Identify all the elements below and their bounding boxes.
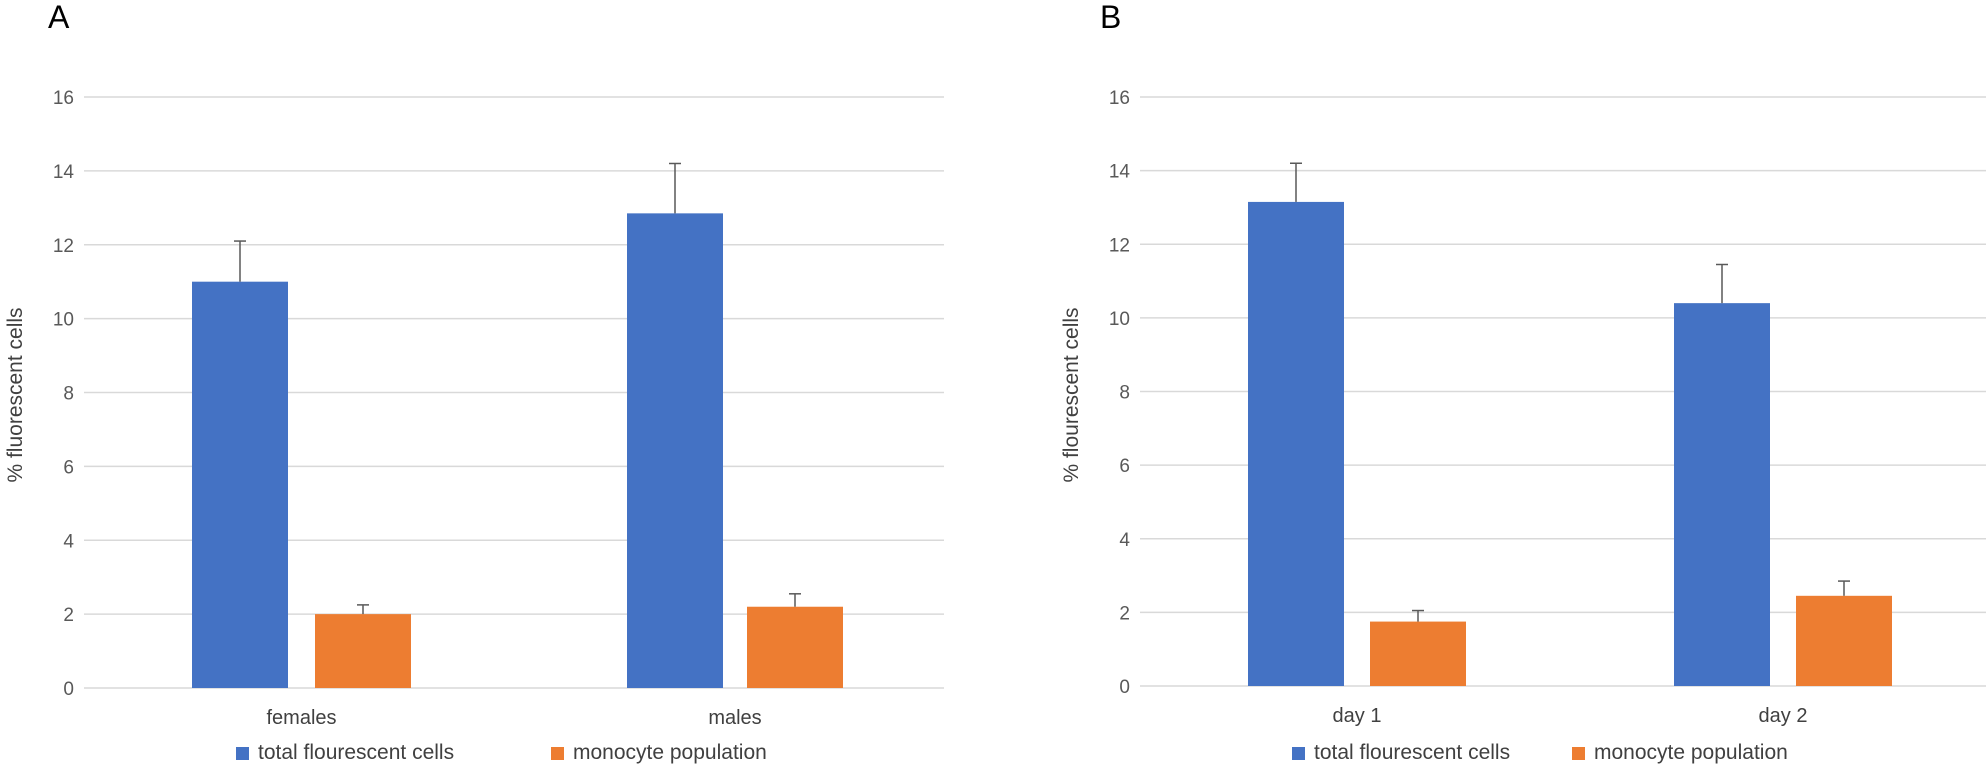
- panel-a-category-label-1: males: [708, 707, 761, 729]
- panel-b-legend-label-total: total flourescent cells: [1314, 741, 1510, 764]
- panel-a-y-tick-label: 4: [63, 531, 74, 552]
- panel-b-y-tick-label: 0: [1119, 677, 1130, 698]
- panel-a-bars: [192, 213, 843, 688]
- panel-b-legend-swatch-total: [1292, 747, 1305, 760]
- panel-a-y-tick-label: 6: [63, 457, 74, 478]
- panel-b-y-tick-label: 16: [1109, 88, 1130, 109]
- panel-a-error-bars: [234, 162, 801, 615]
- panel-a-legend-swatch-monocyte: [551, 747, 564, 760]
- panel-b: B % flourescent cells 0 2 4 6 8 10 12 14 16 day …: [1060, 0, 1986, 764]
- panel-a-y-ticks: 0 2 4 6 8 10 12 14 16: [53, 88, 75, 700]
- panel-b-bar-total-0: [1248, 201, 1344, 686]
- panel-b-bar-monocyte-1: [1796, 595, 1892, 686]
- panel-b-y-tick-label: 10: [1109, 309, 1130, 330]
- panel-a: A % fluorescent cells 0 2 4 6 8 10 12 14 16 fema…: [4, 0, 944, 764]
- panel-b-legend-label-monocyte: monocyte population: [1594, 741, 1788, 764]
- panel-b-y-tick-label: 4: [1119, 530, 1130, 551]
- panel-b-legend-swatch-monocyte: [1572, 747, 1585, 760]
- panel-b-bars: [1248, 201, 1892, 686]
- panel-b-letter: B: [1100, 0, 1121, 35]
- panel-b-category-label-1: day 2: [1759, 705, 1808, 727]
- panel-a-bar-monocyte-0: [315, 614, 411, 688]
- panel-b-y-ticks: 0 2 4 6 8 10 12 14 16: [1109, 88, 1131, 698]
- panel-a-category-label-0: females: [266, 707, 336, 729]
- panel-b-bar-total-1: [1674, 303, 1770, 686]
- panel-a-legend-label-monocyte: monocyte population: [573, 741, 767, 764]
- panel-a-y-tick-label: 16: [53, 88, 74, 109]
- panel-a-legend-label-total: total flourescent cells: [258, 741, 454, 764]
- panel-b-legend: total flourescent cells monocyte populat…: [1292, 741, 1788, 764]
- panel-a-legend: total flourescent cells monocyte populat…: [236, 741, 767, 764]
- panel-b-y-tick-label: 6: [1119, 456, 1130, 477]
- panel-a-y-tick-label: 12: [53, 236, 74, 257]
- panel-b-bar-monocyte-0: [1370, 621, 1466, 686]
- panel-b-y-tick-label: 8: [1119, 383, 1130, 404]
- panel-b-y-axis-label: % flourescent cells: [1060, 307, 1083, 482]
- panel-a-y-tick-label: 2: [63, 605, 74, 626]
- panel-a-bar-total-0: [192, 281, 288, 688]
- panel-a-legend-swatch-total: [236, 747, 249, 760]
- panel-b-category-label-0: day 1: [1333, 705, 1382, 727]
- panel-b-y-tick-label: 14: [1109, 162, 1131, 183]
- panel-a-bar-monocyte-1: [747, 606, 843, 688]
- panel-b-y-tick-label: 2: [1119, 603, 1130, 624]
- panel-a-y-tick-label: 8: [63, 384, 74, 405]
- panel-a-y-axis-label: % fluorescent cells: [4, 307, 27, 482]
- panel-a-y-tick-label: 14: [53, 162, 75, 183]
- panel-a-y-tick-label: 0: [63, 679, 74, 700]
- panel-a-letter: A: [48, 0, 70, 35]
- panel-b-error-bars: [1290, 162, 1850, 622]
- panel-a-y-tick-label: 10: [53, 310, 74, 331]
- panel-a-bar-total-1: [627, 213, 723, 688]
- panel-b-y-tick-label: 12: [1109, 235, 1130, 256]
